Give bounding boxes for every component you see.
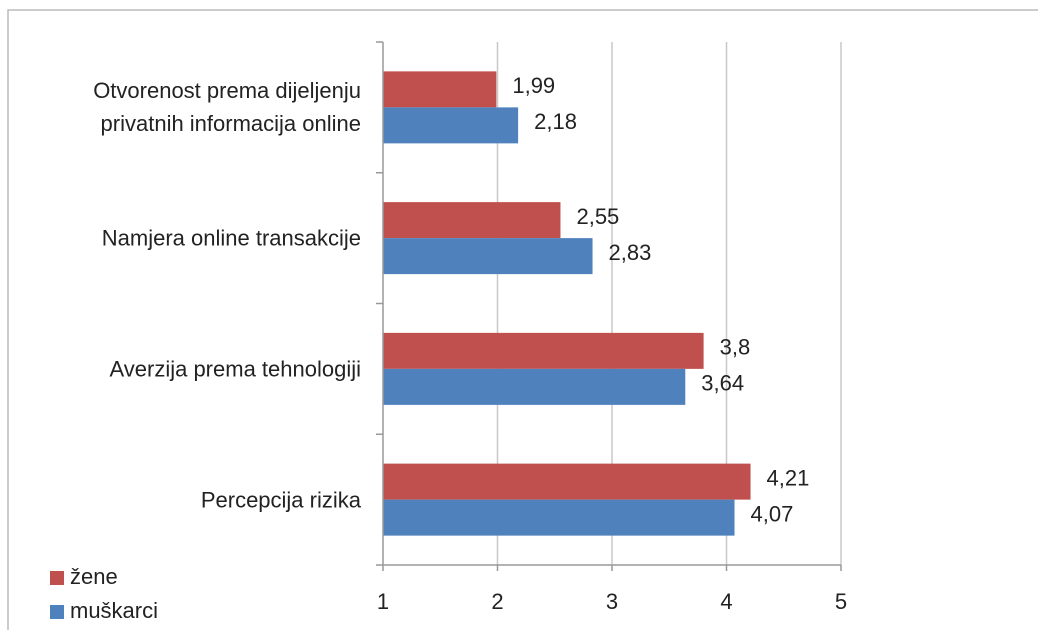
bar [383,463,751,500]
category-label: Percepcija rizika [200,487,361,513]
category-label: Namjera online transakcije [101,225,361,251]
bar [383,332,704,369]
value-label: 4,21 [767,465,810,490]
value-label: 2,55 [576,204,619,229]
bar [383,238,593,275]
category-label: Otvorenost prema dijeljenju privatnih in… [93,78,361,137]
x-tick-label: 5 [835,589,847,614]
value-label: 3,8 [720,335,751,360]
value-label: 4,07 [751,501,794,526]
category-label: Averzija prema tehnologiji [109,356,361,382]
legend-label: žene [70,564,118,589]
value-label: 1,99 [512,73,555,98]
legend-swatch [50,605,64,619]
bar [383,368,686,405]
legend-swatch [50,571,64,585]
bar [383,202,561,239]
value-label: 3,64 [701,371,744,396]
x-tick-label: 3 [606,589,618,614]
value-label: 2,18 [534,109,577,134]
x-tick-label: 1 [377,589,389,614]
bar [383,499,735,536]
x-tick-label: 4 [720,589,732,614]
bar [383,107,519,144]
x-tick-label: 2 [491,589,503,614]
value-label: 2,83 [609,240,652,265]
frame [7,9,1038,630]
bar [383,71,497,108]
legend-label: muškarci [70,598,158,623]
